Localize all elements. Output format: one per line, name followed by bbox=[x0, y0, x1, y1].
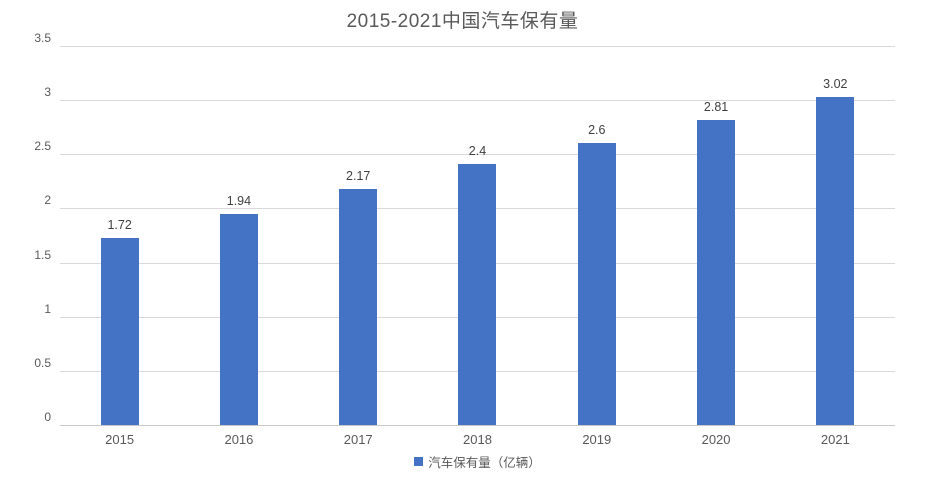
chart-title: 2015-2021中国汽车保有量 bbox=[346, 11, 579, 32]
legend: 汽车保有量（亿辆） bbox=[60, 452, 895, 471]
y-axis-tick-label: 2.5 bbox=[34, 139, 51, 154]
bar-value-label: 1.72 bbox=[107, 218, 132, 233]
gridline bbox=[60, 46, 895, 47]
bar-2015 bbox=[100, 238, 139, 425]
x-axis-tick-label: 2016 bbox=[224, 432, 254, 447]
bar-slot: 2.81 2020 bbox=[656, 46, 775, 447]
x-axis-tick-label: 2020 bbox=[701, 432, 731, 447]
bar-slot: 3.02 2021 bbox=[776, 46, 895, 447]
bar-2020 bbox=[697, 119, 736, 425]
bar-slot: 1.72 2015 bbox=[60, 46, 179, 447]
bar-value-label: 2.4 bbox=[468, 144, 487, 159]
y-axis-tick-label: 0.5 bbox=[34, 355, 51, 370]
bar-2019 bbox=[577, 142, 616, 425]
y-axis-tick-label: 3 bbox=[44, 85, 51, 100]
gridline bbox=[60, 100, 895, 102]
bar-2021 bbox=[816, 97, 855, 425]
gridline bbox=[60, 154, 895, 156]
y-axis-tick-label: 3.5 bbox=[34, 31, 51, 45]
bar-slot: 1.94 2016 bbox=[179, 46, 298, 447]
y-axis-tick-label: 0 bbox=[44, 410, 51, 424]
bar-value-label: 2.6 bbox=[588, 122, 606, 137]
x-axis-tick-label: 2017 bbox=[343, 432, 373, 447]
bar-slot: 2.6 2019 bbox=[537, 46, 656, 447]
bar-value-label: 2.17 bbox=[346, 169, 371, 184]
bar-2018 bbox=[458, 164, 497, 425]
y-axis-tick-label: 2 bbox=[44, 193, 51, 208]
legend-swatch-icon bbox=[414, 457, 424, 466]
bar-2016 bbox=[219, 214, 258, 425]
y-axis-tick-label: 1 bbox=[44, 301, 51, 316]
y-axis-tick-label: 1.5 bbox=[34, 247, 51, 262]
x-axis-tick-label: 2019 bbox=[582, 432, 612, 447]
plot-area: 0 0.5 1 1.5 2 2.5 3 3.5 1.72 2015 1.94 2016 2.17 2017… bbox=[34, 31, 895, 447]
legend-label: 汽车保有量（亿辆） bbox=[428, 456, 541, 470]
bar-slot: 2.4 2018 bbox=[418, 46, 537, 447]
bar-slot: 2.17 2017 bbox=[299, 46, 418, 447]
bar-value-label: 1.94 bbox=[226, 194, 252, 209]
bar-2017 bbox=[339, 189, 378, 425]
x-axis-tick-label: 2021 bbox=[820, 432, 850, 447]
x-axis-tick-label: 2018 bbox=[463, 432, 492, 447]
x-axis-tick-label: 2015 bbox=[105, 432, 135, 447]
bar-value-label: 3.02 bbox=[823, 77, 848, 92]
bar-value-label: 2.81 bbox=[703, 99, 729, 114]
